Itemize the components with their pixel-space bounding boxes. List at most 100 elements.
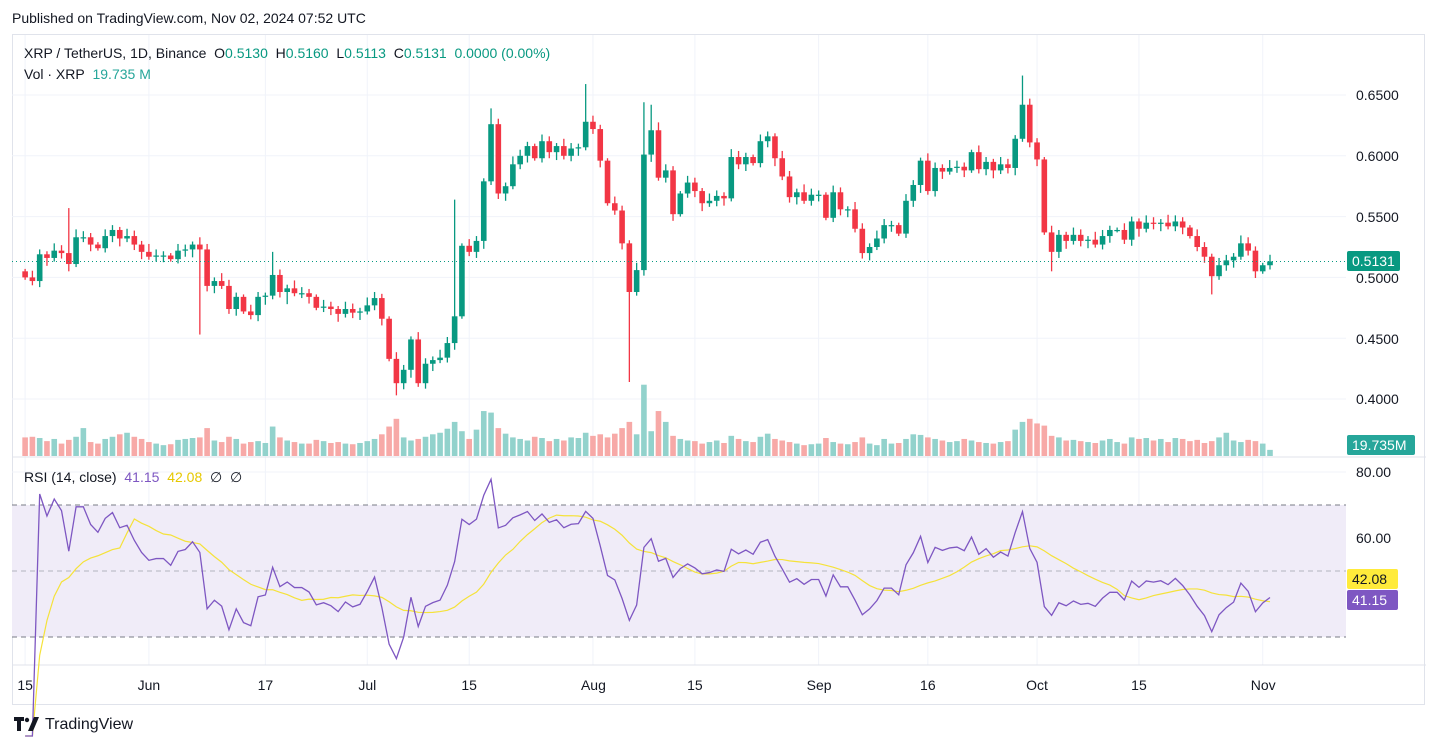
time-tick: 15 bbox=[17, 677, 33, 693]
volume-bar bbox=[648, 431, 654, 456]
volume-bar bbox=[939, 440, 946, 456]
candle-body bbox=[859, 228, 866, 254]
volume-bar bbox=[153, 443, 159, 456]
volume-bar bbox=[116, 434, 123, 456]
candle-body bbox=[728, 157, 735, 199]
volume-bar bbox=[502, 433, 509, 456]
volume-bar bbox=[466, 438, 472, 456]
candle-body bbox=[473, 240, 480, 252]
volume-bar bbox=[1267, 449, 1273, 456]
volume-bar bbox=[990, 443, 997, 456]
candle-body bbox=[153, 255, 159, 257]
change-value: 0.0000 (0.00%) bbox=[454, 45, 551, 61]
time-tick: 15 bbox=[687, 677, 703, 693]
tradingview-logo[interactable]: TradingView bbox=[14, 716, 133, 734]
volume-bar bbox=[641, 384, 647, 456]
volume-bar bbox=[815, 443, 822, 456]
volume-bar bbox=[794, 443, 800, 456]
candle-body bbox=[408, 339, 414, 370]
volume-bar bbox=[1092, 442, 1099, 456]
candle-body bbox=[29, 277, 36, 282]
volume-bar bbox=[721, 442, 727, 456]
volume-bar bbox=[44, 441, 50, 456]
candle-body bbox=[342, 309, 349, 314]
volume-bar bbox=[124, 432, 130, 456]
candle-body bbox=[932, 167, 938, 192]
volume-bar bbox=[786, 442, 793, 456]
volume-bar bbox=[684, 440, 691, 456]
volume-bar bbox=[1143, 438, 1150, 456]
candle-body bbox=[400, 369, 407, 384]
candle-body bbox=[568, 148, 574, 156]
volume-bar bbox=[58, 443, 65, 456]
volume-bar bbox=[910, 434, 917, 456]
time-tick: Aug bbox=[580, 677, 606, 693]
candle-body bbox=[197, 244, 203, 250]
candle-body bbox=[466, 245, 472, 252]
volume-bar bbox=[1201, 442, 1208, 456]
candle-body bbox=[910, 184, 917, 201]
rsi-value: 41.15 bbox=[124, 469, 160, 485]
candle-body bbox=[233, 296, 240, 310]
candle-body bbox=[801, 192, 807, 201]
volume-bar bbox=[1005, 441, 1011, 456]
volume-bar bbox=[590, 435, 596, 456]
rsi-legend: RSI (14, close) 41.15 42.08 ∅ ∅ bbox=[24, 469, 242, 486]
volume-bar bbox=[925, 437, 931, 456]
candle-body bbox=[699, 191, 705, 204]
volume-bar bbox=[866, 443, 873, 456]
price-tick: 0.5500 bbox=[1356, 209, 1399, 225]
volume-bar bbox=[888, 443, 895, 456]
volume-bar bbox=[539, 438, 545, 456]
volume-bar bbox=[1026, 418, 1033, 456]
volume-bar bbox=[553, 438, 560, 456]
candle-body bbox=[1114, 229, 1120, 232]
open-value: 0.5130 bbox=[225, 45, 268, 61]
volume-bar bbox=[95, 443, 101, 456]
volume-bar bbox=[1194, 439, 1200, 456]
candle-body bbox=[830, 192, 836, 218]
candle-body bbox=[692, 182, 698, 192]
candle-body bbox=[1208, 256, 1215, 277]
candle-body bbox=[262, 295, 269, 297]
volume-bar bbox=[80, 428, 87, 456]
volume-bar bbox=[1245, 439, 1251, 456]
candle-body bbox=[495, 124, 502, 194]
price-tick: 0.6000 bbox=[1356, 148, 1399, 164]
time-tick: 15 bbox=[461, 677, 477, 693]
close-value: 0.5131 bbox=[403, 45, 447, 61]
volume-bar bbox=[677, 438, 684, 456]
candle-body bbox=[684, 182, 691, 194]
candle-body bbox=[313, 296, 320, 308]
candle-body bbox=[480, 181, 487, 241]
candle-body bbox=[655, 130, 662, 178]
candle-body bbox=[422, 363, 429, 384]
candle-body bbox=[961, 166, 968, 171]
volume-bar bbox=[510, 437, 516, 456]
candle-body bbox=[1245, 243, 1251, 251]
rsi-label[interactable]: RSI (14, close) bbox=[24, 469, 117, 485]
candle-body bbox=[1019, 104, 1026, 139]
volume-bar bbox=[480, 411, 487, 456]
candle-body bbox=[1026, 104, 1033, 143]
volume-bar bbox=[954, 441, 960, 456]
volume-label[interactable]: Vol · XRP bbox=[24, 66, 85, 82]
candle-body bbox=[1165, 222, 1171, 227]
time-tick: Sep bbox=[806, 677, 832, 693]
candle-body bbox=[575, 147, 582, 149]
rsi-extra-2: ∅ bbox=[230, 469, 243, 485]
volume-bar bbox=[619, 428, 625, 456]
candle-body bbox=[844, 209, 851, 211]
volume-bar bbox=[546, 441, 553, 456]
candle-body bbox=[604, 160, 611, 204]
candle-body bbox=[990, 161, 997, 171]
volume-bar bbox=[1019, 421, 1026, 456]
symbol-title[interactable]: XRP / TetherUS, 1D, Binance bbox=[24, 45, 207, 61]
volume-bar bbox=[415, 438, 422, 456]
volume-bar bbox=[451, 421, 458, 456]
candle-body bbox=[444, 343, 451, 358]
candle-body bbox=[531, 146, 538, 159]
volume-bar bbox=[284, 440, 290, 456]
candle-body bbox=[612, 203, 618, 211]
